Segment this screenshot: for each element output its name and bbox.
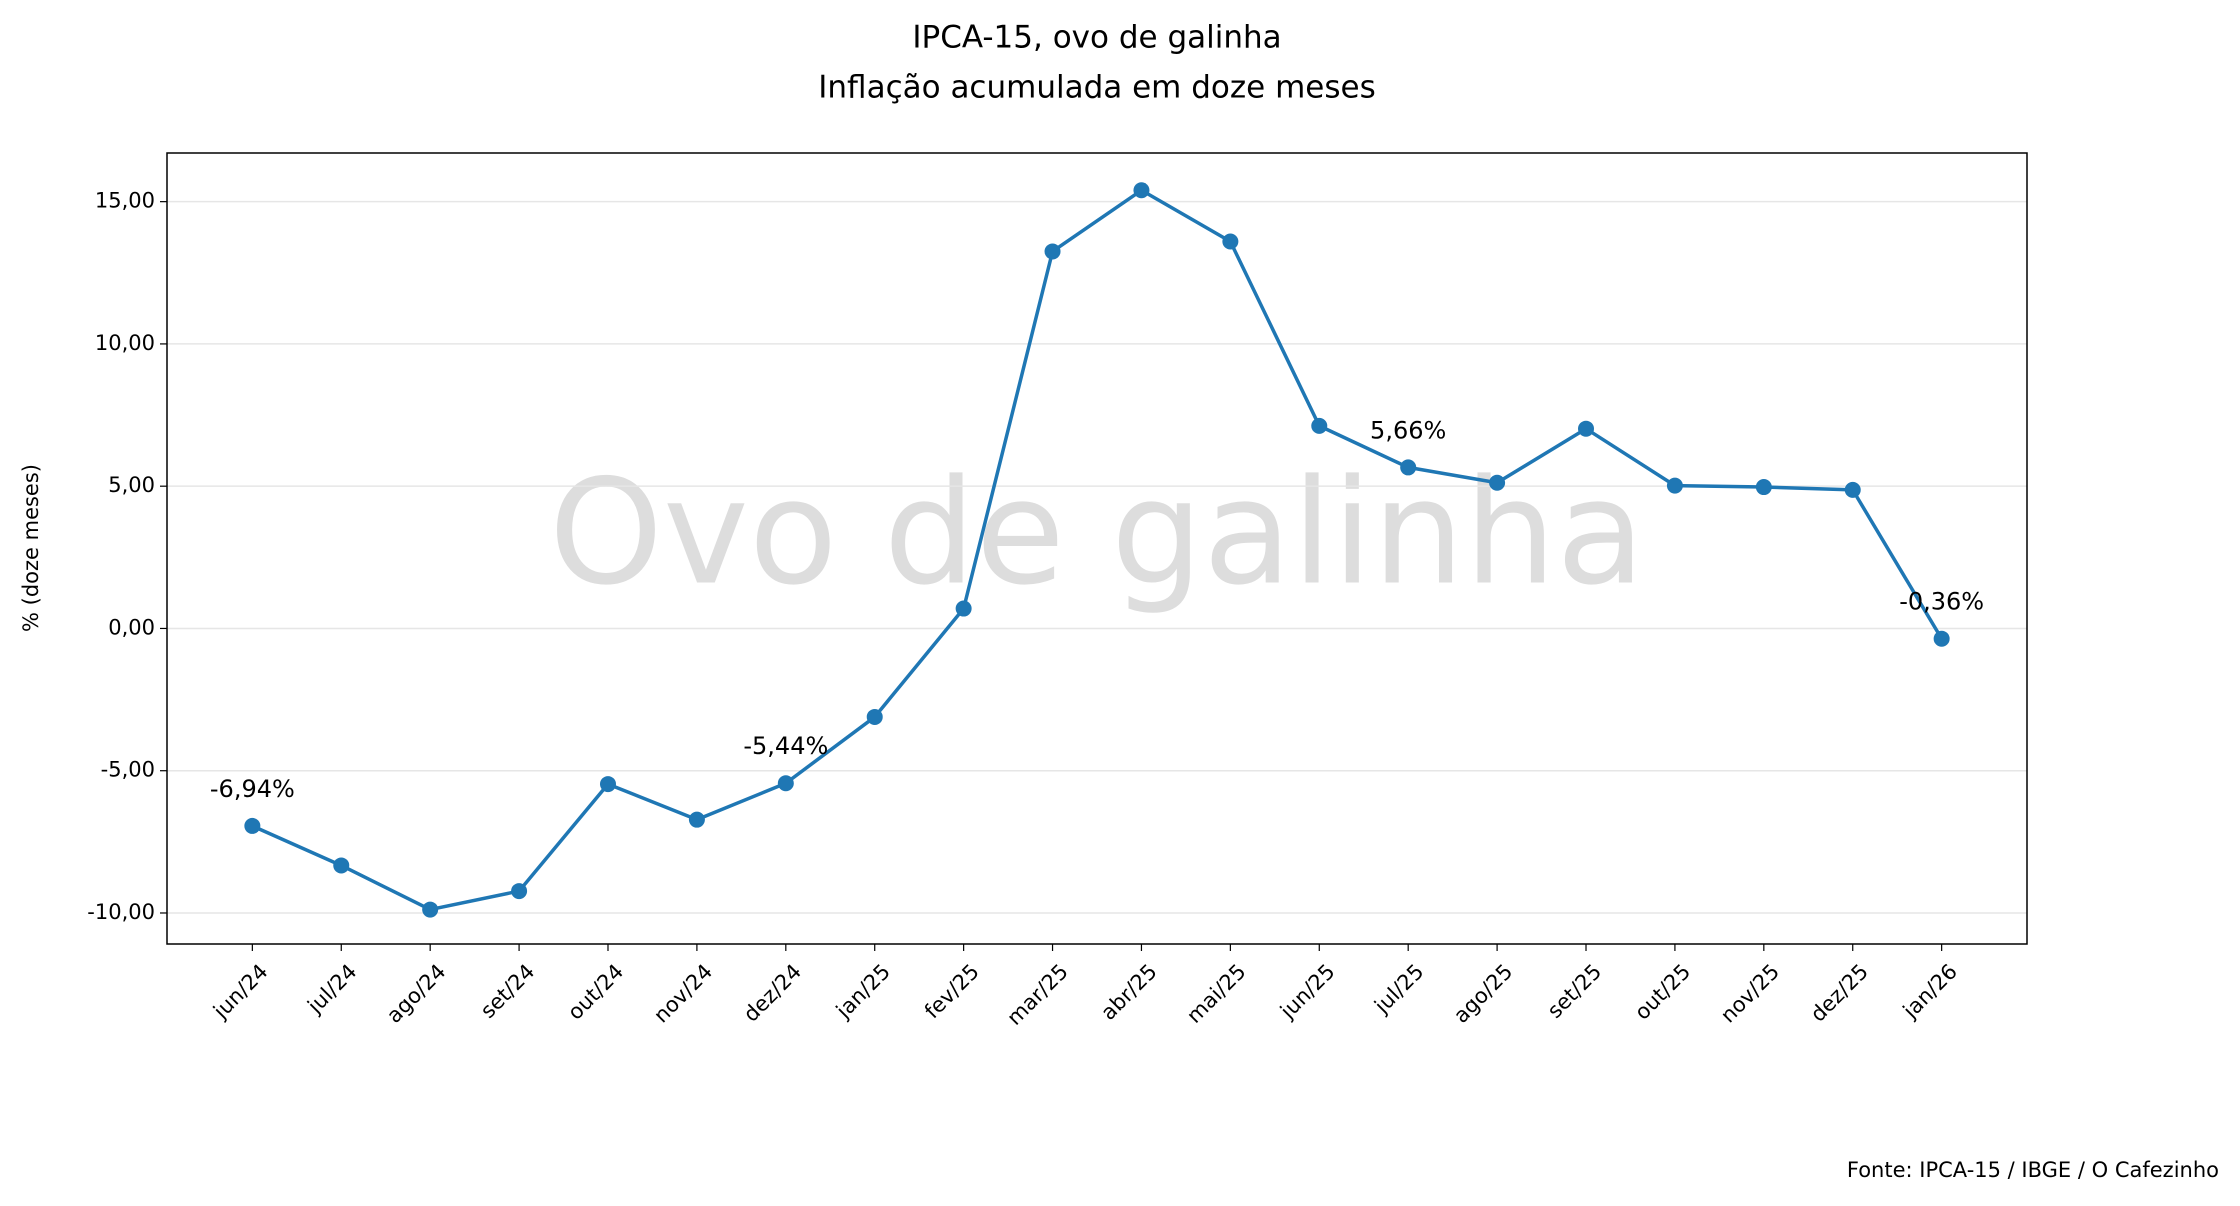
- point: [688, 811, 705, 828]
- point: [1666, 477, 1683, 494]
- line: [251, 188, 1944, 912]
- point: [422, 901, 439, 918]
- point: [1933, 630, 1950, 647]
- y-tick-label: 0,00: [108, 615, 155, 639]
- chart-title: IPCA-15, ovo de galinha: [912, 20, 1281, 56]
- value-label: 5,66%: [1370, 416, 1446, 444]
- y-tick-label: 10,00: [95, 331, 155, 355]
- y-tick-label: -5,00: [101, 758, 155, 782]
- y-axis-label: % (doze meses): [19, 464, 43, 632]
- point: [1755, 479, 1772, 496]
- point: [1489, 474, 1506, 491]
- y-tick-label: 5,00: [108, 473, 155, 497]
- y-tick-label: -10,00: [87, 900, 155, 924]
- point: [777, 775, 794, 792]
- chart-subtitle: Inflação acumulada em doze meses: [818, 70, 1375, 106]
- watermark: Ovo de galinha: [549, 449, 1645, 618]
- point: [599, 776, 616, 793]
- value-label: -0,36%: [1899, 588, 1984, 616]
- value-label: -6,94%: [210, 775, 295, 803]
- point: [866, 708, 883, 725]
- point: [333, 857, 350, 874]
- point: [1133, 182, 1150, 199]
- point: [1044, 243, 1061, 260]
- point: [1222, 233, 1239, 250]
- point: [1578, 420, 1595, 437]
- point: [1400, 459, 1417, 476]
- point: [955, 600, 972, 617]
- value-label: -5,44%: [743, 732, 828, 760]
- point: [1844, 481, 1861, 498]
- y-tick-label: 15,00: [95, 189, 155, 213]
- source-note: Fonte: IPCA-15 / IBGE / O Cafezinho: [1847, 1158, 2219, 1182]
- point: [244, 817, 261, 834]
- point: [511, 883, 528, 900]
- plot-frame: [166, 152, 2028, 945]
- point: [1311, 417, 1328, 434]
